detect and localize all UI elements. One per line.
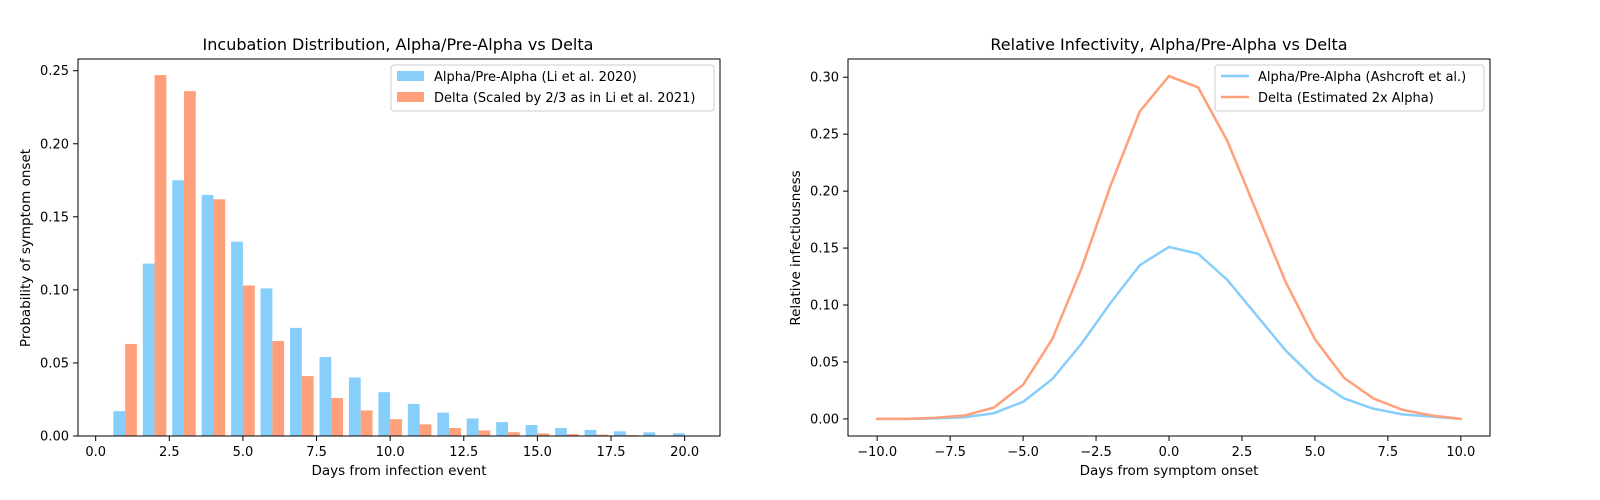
bar-alpha [172, 180, 185, 436]
y-tick-label: 0.15 [810, 242, 839, 257]
bar-alpha [319, 357, 332, 436]
x-axis-ticks: 0.0 2.5 5.0 7.5 10.0 12.5 15.0 17.5 20.0 [85, 436, 699, 460]
bar-alpha [525, 425, 538, 436]
x-tick-label: 2.5 [159, 445, 180, 460]
x-tick-label: −7.5 [934, 445, 966, 460]
bar-series-group [113, 75, 697, 437]
bar-alpha [201, 194, 214, 436]
legend-label-alpha: Alpha/Pre-Alpha (Ashcroft et al.) [1258, 70, 1466, 85]
x-tick-label: 17.5 [597, 445, 626, 460]
bar-alpha [378, 392, 391, 436]
x-tick-label: 10.0 [376, 445, 405, 460]
bar-delta [449, 427, 461, 436]
x-tick-label: 12.5 [449, 445, 478, 460]
x-tick-label: 2.5 [1232, 445, 1253, 460]
bar-delta [478, 430, 491, 436]
y-tick-label: 0.15 [40, 210, 69, 225]
bar-delta [242, 285, 255, 436]
bar-alpha [584, 429, 597, 436]
y-tick-label: 0.00 [40, 430, 69, 445]
legend: Alpha/Pre-Alpha (Ashcroft et al.) Delta … [1214, 64, 1485, 112]
bar-delta [596, 434, 609, 436]
plot-frame [847, 58, 1491, 437]
x-tick-label: 7.5 [306, 445, 327, 460]
x-tick-label: 5.0 [1305, 445, 1326, 460]
chart-title: Incubation Distribution, Alpha/Pre-Alpha… [203, 35, 594, 54]
y-axis-label: Relative infectiousness [788, 170, 804, 325]
bar-delta [566, 434, 579, 436]
y-axis-ticks: 0.00 0.05 0.10 0.15 0.20 0.25 [40, 64, 78, 445]
y-tick-label: 0.20 [810, 185, 839, 200]
y-axis-ticks: 0.00 0.05 0.10 0.15 0.20 0.25 0.30 [810, 71, 848, 427]
bar-alpha [466, 418, 479, 436]
y-tick-label: 0.05 [40, 356, 69, 371]
x-axis-label: Days from infection event [311, 463, 486, 479]
bar-alpha [496, 422, 508, 436]
x-tick-label: 0.0 [85, 445, 106, 460]
bar-delta [507, 432, 520, 436]
bar-delta [419, 424, 432, 436]
x-tick-label: 7.5 [1378, 445, 1399, 460]
bar-delta [184, 91, 196, 437]
y-tick-label: 0.05 [810, 355, 839, 370]
legend-label-alpha: Alpha/Pre-Alpha (Li et al. 2020) [434, 70, 637, 85]
line-delta [875, 74, 1463, 421]
line-series-group [875, 74, 1463, 421]
bar-alpha [348, 377, 361, 436]
bar-delta [125, 343, 137, 436]
bar-alpha [113, 411, 126, 436]
y-tick-label: 0.25 [40, 64, 69, 79]
legend: Alpha/Pre-Alpha (Li et al. 2020) Delta (… [390, 64, 715, 112]
infectivity-chart: Relative Infectivity, Alpha/Pre-Alpha vs… [788, 35, 1491, 479]
line-alpha [875, 245, 1463, 421]
x-tick-label: −10.0 [857, 445, 897, 460]
bar-delta [360, 410, 373, 436]
y-axis-label: Probability of symptom onset [18, 149, 34, 347]
bar-alpha [555, 427, 567, 436]
y-tick-label: 0.25 [810, 128, 839, 143]
bar-alpha [231, 241, 243, 436]
x-tick-label: −2.5 [1080, 445, 1112, 460]
x-tick-label: 15.0 [523, 445, 552, 460]
legend-swatch-delta [397, 92, 424, 102]
bar-alpha [290, 327, 302, 436]
y-tick-label: 0.10 [810, 299, 839, 314]
incubation-chart: Incubation Distribution, Alpha/Pre-Alpha… [18, 35, 721, 479]
legend-swatch-alpha [397, 71, 424, 81]
bar-delta [272, 341, 285, 436]
x-tick-label: −5.0 [1007, 445, 1039, 460]
y-tick-label: 0.20 [40, 137, 69, 152]
bar-alpha [142, 263, 155, 436]
legend-frame [1214, 64, 1485, 112]
chart-title: Relative Infectivity, Alpha/Pre-Alpha vs… [990, 35, 1347, 54]
bar-alpha [643, 432, 656, 436]
bar-delta [301, 376, 314, 436]
legend-label-delta: Delta (Estimated 2x Alpha) [1258, 91, 1434, 106]
bar-alpha [407, 403, 420, 436]
x-tick-label: 10.0 [1446, 445, 1475, 460]
y-tick-label: 0.10 [40, 283, 69, 298]
y-tick-label: 0.00 [810, 412, 839, 427]
bar-delta [154, 75, 167, 437]
bar-alpha [437, 412, 450, 436]
plot-frame [77, 58, 721, 437]
x-tick-label: 20.0 [670, 445, 699, 460]
bar-delta [213, 199, 226, 436]
bar-delta [390, 419, 402, 436]
x-tick-label: 0.0 [1159, 445, 1180, 460]
bar-alpha [613, 431, 626, 436]
bar-delta [537, 433, 550, 436]
bar-alpha [260, 288, 273, 436]
bar-delta [331, 398, 344, 436]
legend-label-delta: Delta (Scaled by 2/3 as in Li et al. 202… [434, 91, 695, 106]
legend-frame [390, 64, 715, 112]
y-tick-label: 0.30 [810, 71, 839, 86]
x-axis-label: Days from symptom onset [1080, 463, 1259, 479]
x-axis-ticks: −10.0 −7.5 −5.0 −2.5 0.0 2.5 5.0 7.5 10.0 [857, 436, 1475, 460]
x-tick-label: 5.0 [233, 445, 254, 460]
bar-alpha [672, 433, 685, 436]
